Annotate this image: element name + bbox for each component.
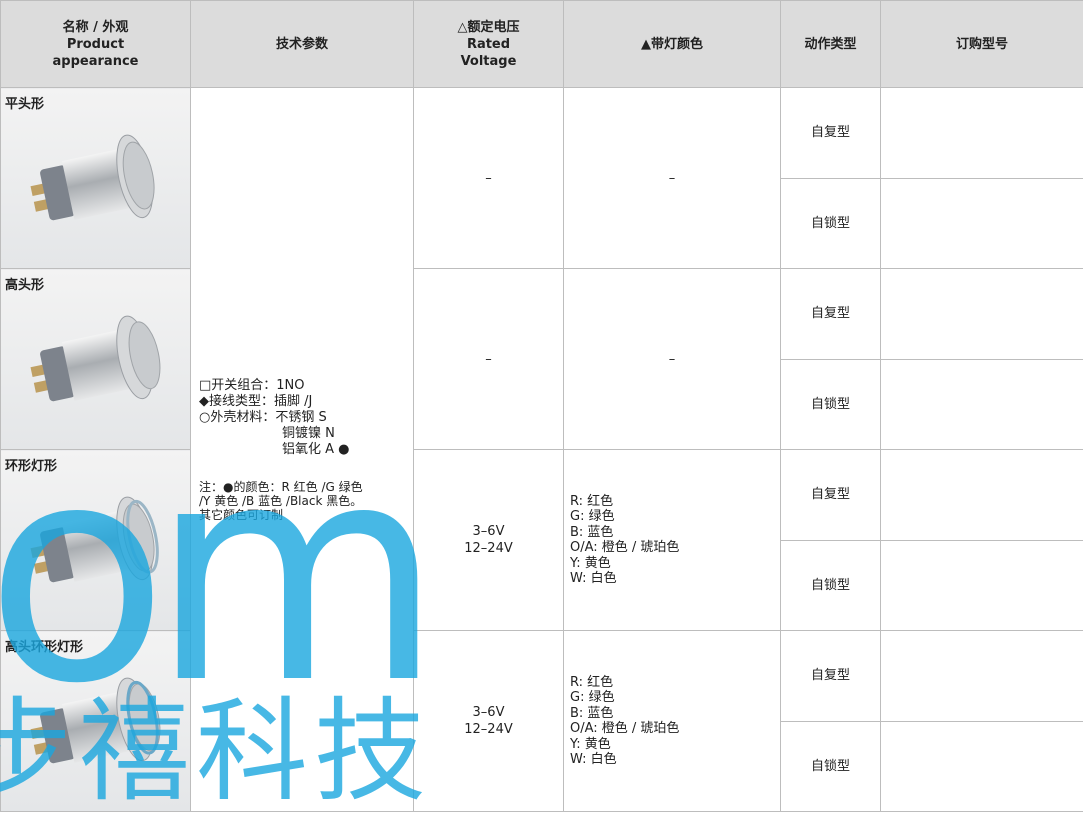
action-text: 自复型 (811, 306, 850, 321)
order-cell (881, 269, 1083, 360)
action-cell: 自锁型 (781, 540, 881, 631)
voltage-text: 3–6V (414, 704, 563, 721)
color-text: B: 蓝色 (570, 706, 780, 722)
product-image (23, 480, 173, 620)
action-cell: 自复型 (781, 269, 881, 360)
action-cell: 自复型 (781, 631, 881, 722)
note: 注：●的颜色：R 红色 /G 绿色/Y 黄色 /B 蓝色 /Black 黑色。其… (199, 480, 413, 522)
color-text: O/A: 橙色 / 琥珀色 (570, 721, 780, 737)
voltage-cell: – (414, 88, 564, 269)
order-cell (881, 178, 1083, 269)
order-cell (881, 631, 1083, 722)
header-text: 订购型号 (881, 36, 1083, 53)
product-cell: 环形灯形 (1, 450, 191, 631)
action-text: 自锁型 (811, 759, 850, 774)
action-text: 自锁型 (811, 216, 850, 231)
header-cell: ▲带灯颜色 (564, 1, 781, 88)
spec-text: □开关组合：1NO (199, 378, 413, 394)
product-image (23, 661, 173, 801)
product-name: 高头环形灯形 (5, 636, 83, 655)
order-cell (881, 359, 1083, 450)
note-text: 其它颜色可订制 (199, 508, 413, 522)
product-image (23, 118, 173, 258)
spec-text: 铜镀镍 N (199, 426, 413, 442)
product-image (23, 299, 173, 439)
order-cell (881, 88, 1083, 179)
spec-text: 铝氧化 A ● (199, 442, 413, 458)
header-text: 名称 / 外观 (1, 19, 190, 36)
color-text: O/A: 橙色 / 琥珀色 (570, 540, 780, 556)
color-cell: – (564, 269, 781, 450)
color-text: G: 绿色 (570, 509, 780, 525)
header-text: 动作类型 (781, 36, 880, 53)
voltage-cell: – (414, 269, 564, 450)
table-row: 高头形––自复型 (1, 269, 1083, 360)
action-text: 自复型 (811, 125, 850, 140)
voltage-text: 12–24V (414, 540, 563, 557)
color-text: – (564, 170, 780, 187)
action-text: 自锁型 (811, 397, 850, 412)
color-text: R: 红色 (570, 675, 780, 691)
color-text: R: 红色 (570, 494, 780, 510)
order-cell (881, 450, 1083, 541)
header-cell: 技术参数 (191, 1, 414, 88)
header-text: Product (1, 36, 190, 53)
note-text: 注：●的颜色：R 红色 /G 绿色 (199, 480, 413, 494)
note-text: /Y 黄色 /B 蓝色 /Black 黑色。 (199, 494, 413, 508)
voltage-text: – (414, 170, 563, 187)
spec-text: ○外壳材料：不锈钢 S (199, 410, 413, 426)
header-text: ▲带灯颜色 (564, 36, 780, 53)
order-cell (881, 721, 1083, 812)
voltage-text: 12–24V (414, 721, 563, 738)
action-text: 自复型 (811, 487, 850, 502)
action-cell: 自复型 (781, 88, 881, 179)
color-text: Y: 黄色 (570, 737, 780, 753)
product-name: 高头形 (5, 274, 44, 293)
spec-text: ◆接线类型：插脚 /J (199, 394, 413, 410)
order-cell (881, 540, 1083, 631)
product-name: 环形灯形 (5, 455, 57, 474)
header-text: △额定电压 (414, 19, 563, 36)
color-text: W: 白色 (570, 752, 780, 768)
product-cell: 高头形 (1, 269, 191, 450)
header-cell: 订购型号 (881, 1, 1083, 88)
header-text: 技术参数 (191, 36, 413, 53)
header-text: Rated (414, 36, 563, 53)
product-cell: 平头形 (1, 88, 191, 269)
header-cell: 动作类型 (781, 1, 881, 88)
color-text: Y: 黄色 (570, 556, 780, 572)
header-text: appearance (1, 53, 190, 70)
product-cell: 高头环形灯形 (1, 631, 191, 812)
action-cell: 自锁型 (781, 721, 881, 812)
voltage-text: – (414, 351, 563, 368)
action-cell: 自复型 (781, 450, 881, 541)
voltage-text: 3–6V (414, 523, 563, 540)
action-text: 自复型 (811, 668, 850, 683)
product-name: 平头形 (5, 93, 44, 112)
color-text: B: 蓝色 (570, 525, 780, 541)
action-cell: 自锁型 (781, 359, 881, 450)
color-cell: – (564, 88, 781, 269)
color-text: – (564, 351, 780, 368)
header-text: Voltage (414, 53, 563, 70)
color-text: W: 白色 (570, 571, 780, 587)
color-text: G: 绿色 (570, 690, 780, 706)
action-text: 自锁型 (811, 578, 850, 593)
action-cell: 自锁型 (781, 178, 881, 269)
